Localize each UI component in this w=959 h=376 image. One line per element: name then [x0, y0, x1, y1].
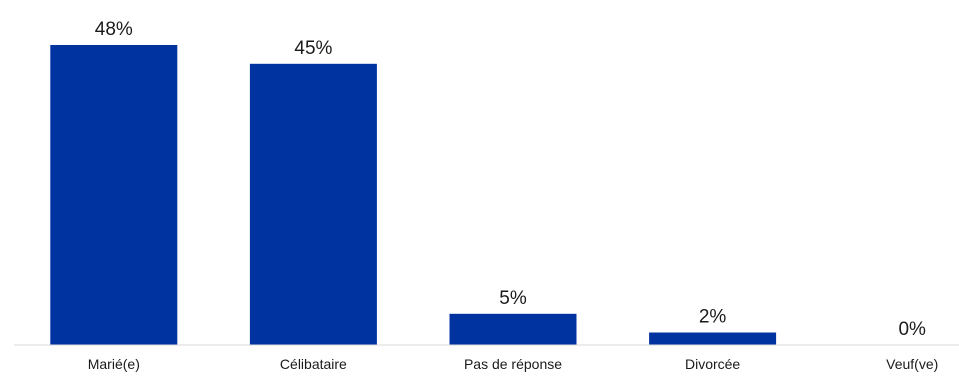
data-label: 5%	[499, 288, 527, 309]
x-tick-label: Divorcée	[685, 356, 740, 372]
data-label: 0%	[898, 319, 926, 340]
bars-group	[50, 45, 777, 346]
bar	[649, 332, 777, 345]
data-label: 2%	[699, 307, 727, 328]
data-labels-group: 48% 45% 5% 2% 0%	[95, 19, 926, 340]
x-tick-label: Marié(e)	[88, 356, 140, 372]
x-tick-label: Célibataire	[280, 356, 347, 372]
data-label: 45%	[294, 38, 332, 59]
data-label: 48%	[95, 19, 133, 40]
x-tick-label: Pas de réponse	[464, 356, 562, 372]
x-tick-label: Veuf(ve)	[886, 356, 938, 372]
bar	[249, 63, 377, 346]
bar	[50, 45, 178, 345]
bar	[449, 313, 577, 346]
x-tick-labels-group: Marié(e) Célibataire Pas de réponse Divorcé…	[88, 356, 939, 372]
